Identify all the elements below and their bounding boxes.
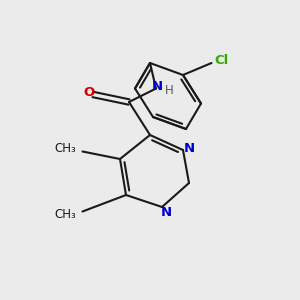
Text: CH₃: CH₃ bbox=[55, 142, 76, 155]
Text: H: H bbox=[165, 83, 174, 97]
Text: N: N bbox=[183, 142, 195, 155]
Text: Cl: Cl bbox=[214, 54, 228, 67]
Text: CH₃: CH₃ bbox=[55, 208, 76, 221]
Text: N: N bbox=[152, 80, 163, 94]
Text: O: O bbox=[83, 85, 94, 99]
Text: N: N bbox=[161, 206, 172, 219]
